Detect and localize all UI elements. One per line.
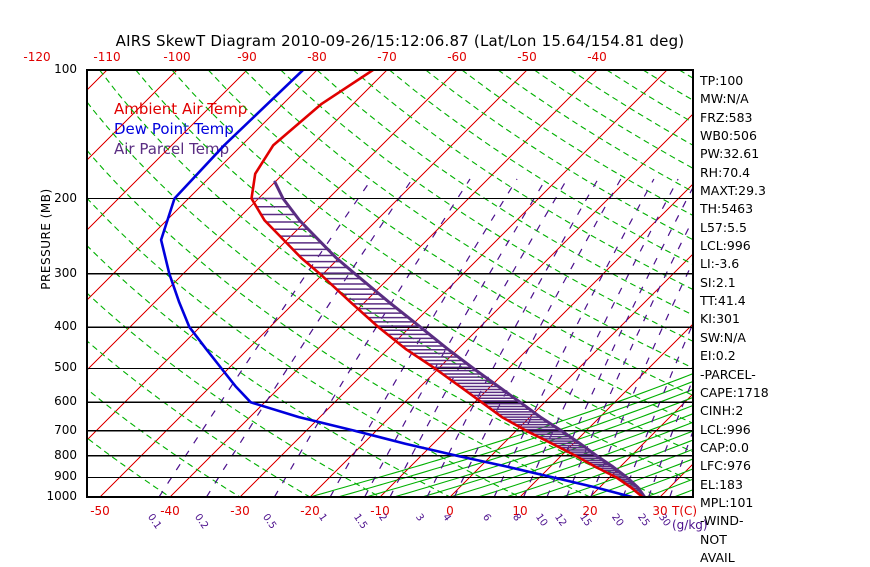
mixing-ratio-tick: 1.5 xyxy=(351,512,369,531)
pressure-tick-200: 200 xyxy=(31,191,77,205)
mixing-ratio-tick: 25 xyxy=(635,512,651,529)
mixing-ratio-tick: 0.2 xyxy=(192,512,210,531)
top-temp-tick: -80 xyxy=(307,50,327,64)
pressure-tick-800: 800 xyxy=(31,448,77,462)
pressure-tick-100: 100 xyxy=(31,62,77,76)
pressure-tick-700: 700 xyxy=(31,423,77,437)
pressure-tick-300: 300 xyxy=(31,266,77,280)
mixing-ratio-tick: 10 xyxy=(533,512,549,529)
bottom-temp-tick: -40 xyxy=(160,504,180,518)
pressure-tick-1000: 1000 xyxy=(31,489,77,503)
top-temp-tick: -40 xyxy=(587,50,607,64)
top-temp-tick: -50 xyxy=(517,50,537,64)
pressure-tick-500: 500 xyxy=(31,360,77,374)
top-temp-tick: -110 xyxy=(93,50,120,64)
mixing-ratio-tick: 12 xyxy=(552,512,568,529)
pressure-tick-400: 400 xyxy=(31,319,77,333)
bottom-temp-tick: -50 xyxy=(90,504,110,518)
mixing-ratio-tick: 6 xyxy=(480,512,493,524)
mixing-ratio-tick: 20 xyxy=(609,512,625,529)
pressure-tick-600: 600 xyxy=(31,394,77,408)
top-temp-tick: -70 xyxy=(377,50,397,64)
top-temp-tick: -60 xyxy=(447,50,467,64)
bottom-temp-tick: -30 xyxy=(230,504,250,518)
top-temp-tick: -120 xyxy=(23,50,50,64)
mixing-ratio-tick: 3 xyxy=(413,512,426,524)
top-temp-tick: -100 xyxy=(163,50,190,64)
top-temp-tick: -90 xyxy=(237,50,257,64)
pressure-tick-900: 900 xyxy=(31,469,77,483)
mixing-ratio-tick: 0.5 xyxy=(260,512,278,531)
bottom-temp-tick: -20 xyxy=(300,504,320,518)
